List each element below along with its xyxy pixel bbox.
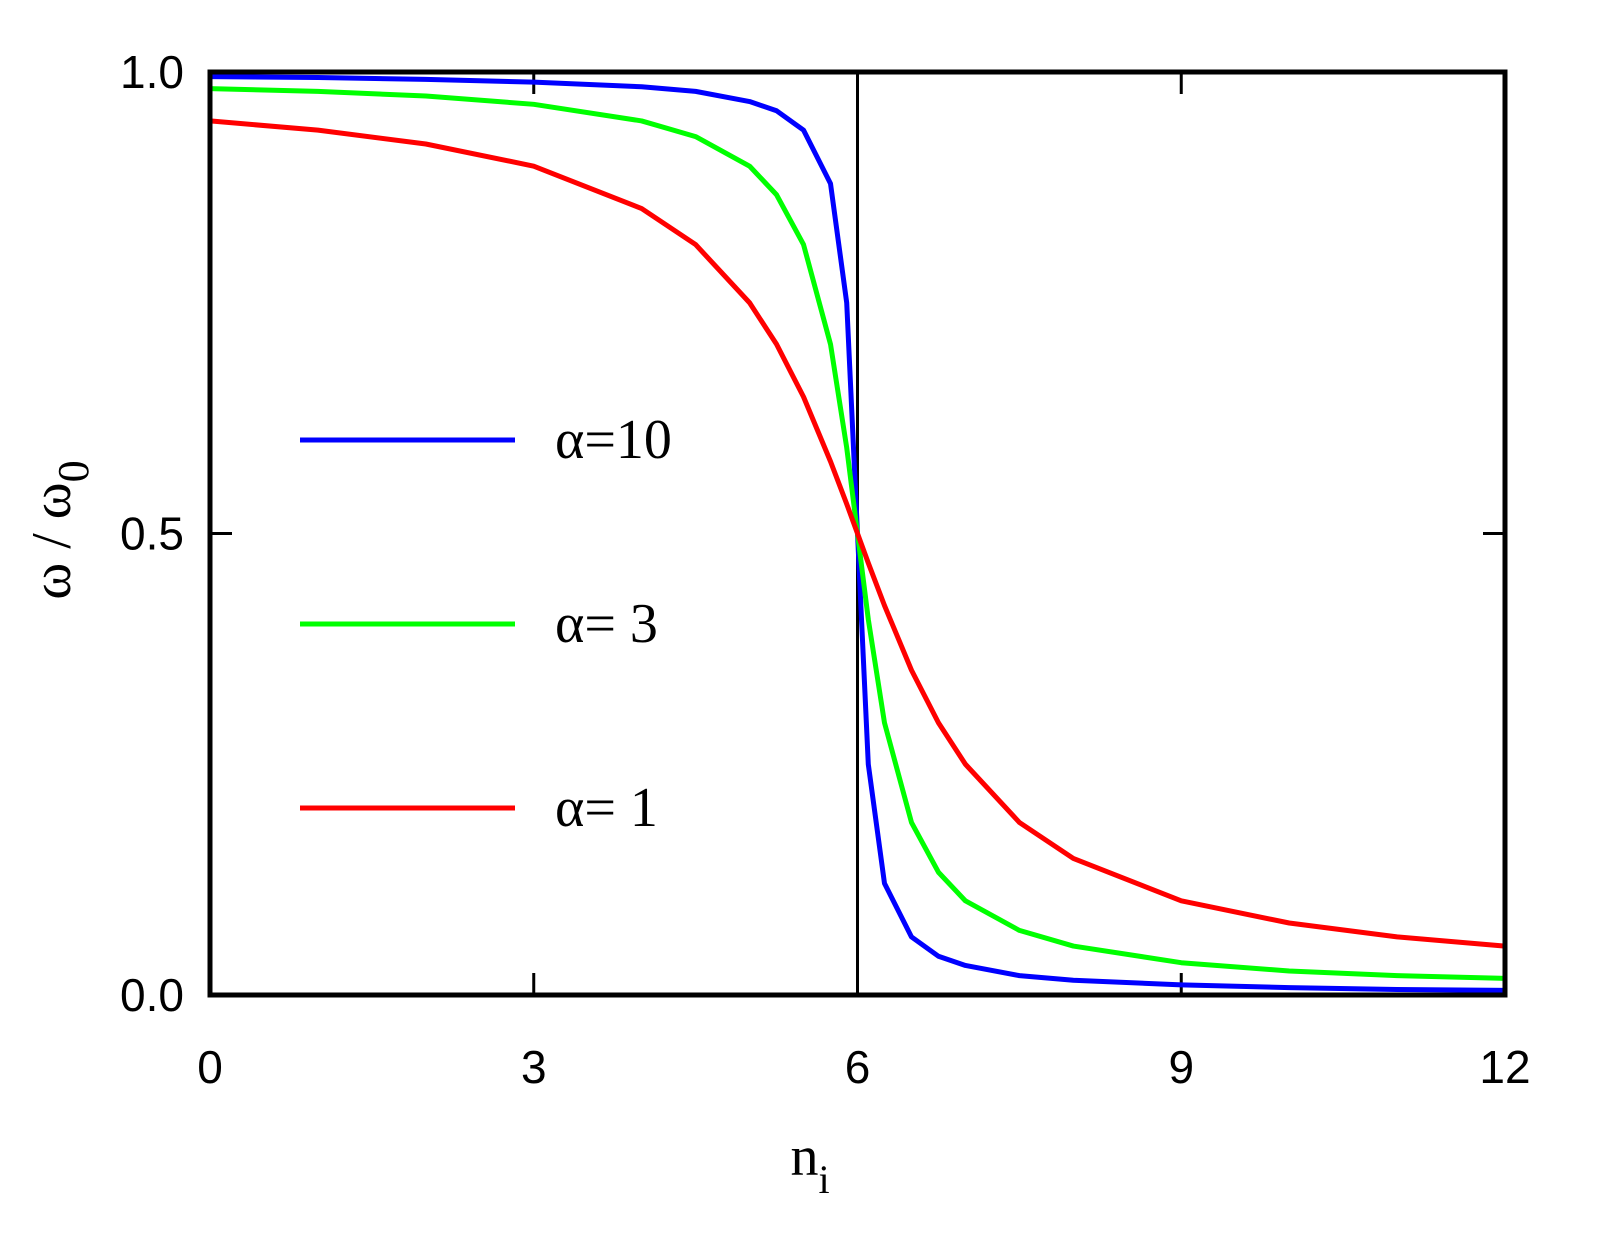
y-tick-label: 1.0 [120,46,184,98]
y-label-main: ω / ω [21,482,83,599]
legend-label: α=10 [555,409,672,471]
series-line [209,118,1506,949]
y-label-sub: 0 [49,460,98,482]
x-axis-label: ni [790,1126,829,1202]
x-tick-label: 12 [1479,1041,1530,1093]
y-tick-label: 0.0 [120,969,184,1021]
legend-label: α= 1 [555,777,658,839]
plot-frame [207,69,1508,998]
x-tick-label: 6 [845,1041,871,1093]
x-label-sub: i [818,1157,829,1202]
y-axis-label: ω / ω0 [21,460,98,599]
y-tick-label: 0.5 [120,508,184,560]
x-tick-label: 0 [197,1041,223,1093]
x-label-main: n [790,1126,818,1188]
legend-label: α= 3 [555,593,658,655]
x-tick-label: 9 [1168,1041,1194,1093]
x-tick-label: 3 [521,1041,547,1093]
